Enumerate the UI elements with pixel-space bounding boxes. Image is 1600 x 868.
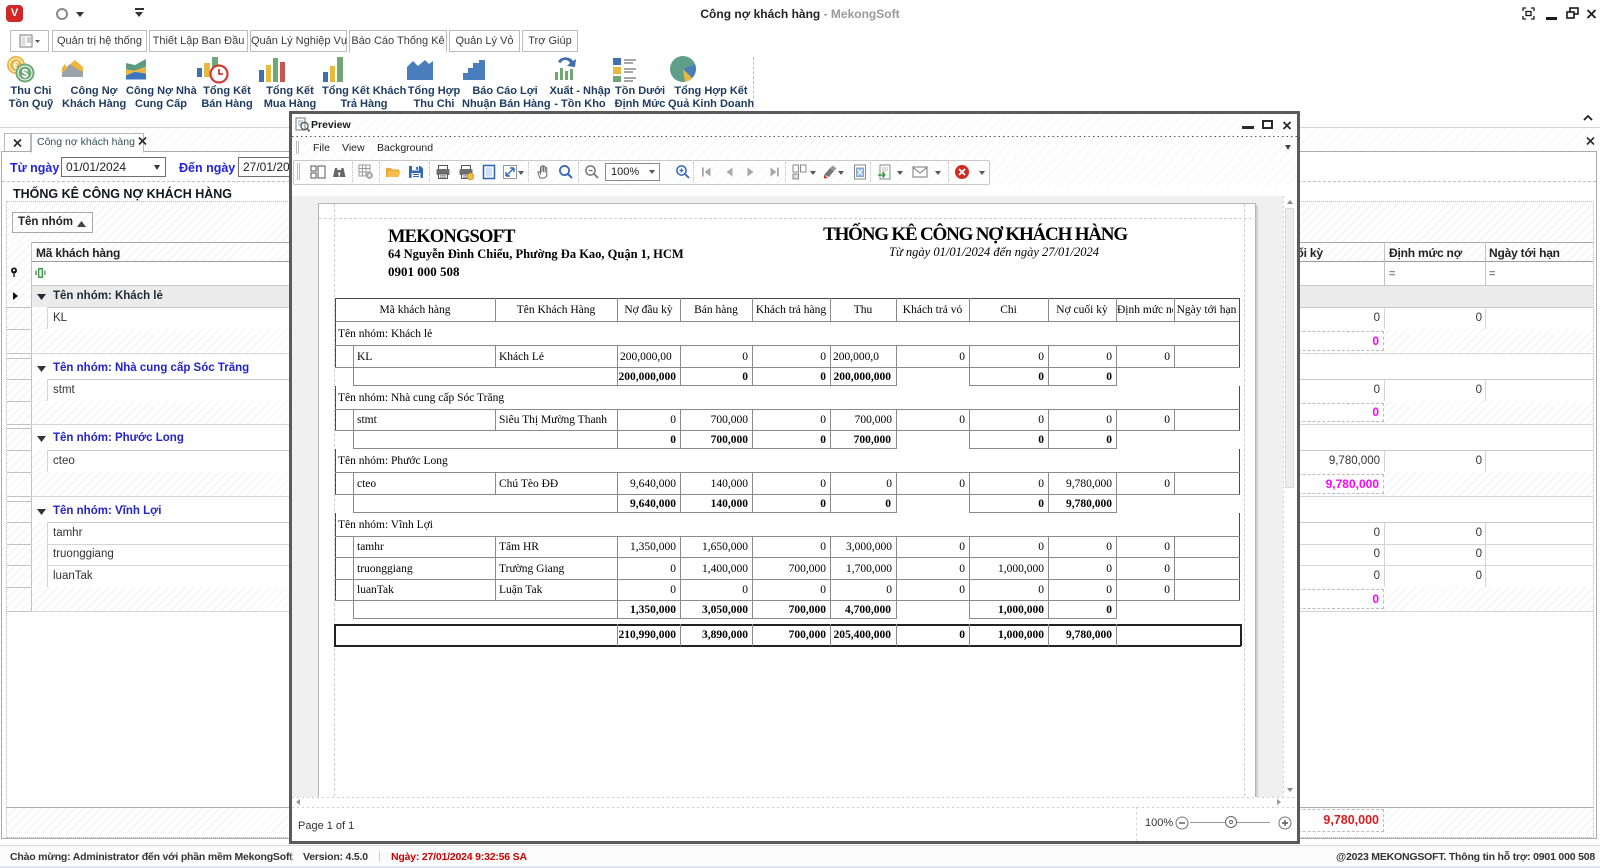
- svg-text:$: $: [22, 67, 29, 81]
- svg-text:€: €: [13, 60, 19, 72]
